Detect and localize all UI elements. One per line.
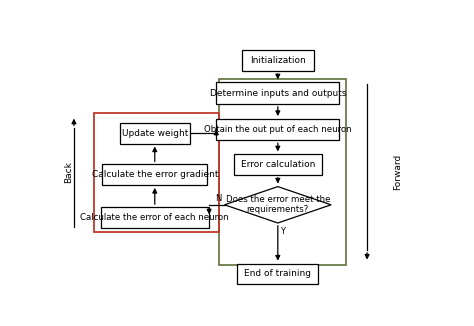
Polygon shape (225, 186, 331, 223)
FancyBboxPatch shape (234, 154, 322, 175)
Text: Obtain the out put of each neuron: Obtain the out put of each neuron (204, 125, 352, 134)
Text: Does the error meet the
requirements?: Does the error meet the requirements? (226, 195, 330, 215)
FancyBboxPatch shape (237, 263, 318, 284)
FancyBboxPatch shape (120, 123, 190, 143)
Text: End of training: End of training (244, 269, 311, 278)
Text: N: N (215, 194, 222, 203)
Text: Determine inputs and outputs: Determine inputs and outputs (210, 89, 346, 97)
Text: Initialization: Initialization (250, 56, 306, 65)
Text: Update weight: Update weight (121, 129, 188, 138)
Text: Forward: Forward (393, 154, 402, 190)
Text: Y: Y (280, 227, 285, 236)
FancyBboxPatch shape (216, 82, 339, 104)
Text: Calculate the error gradient: Calculate the error gradient (91, 170, 218, 179)
Text: Back: Back (64, 161, 73, 183)
FancyBboxPatch shape (100, 207, 209, 228)
Text: Calculate the error of each neuron: Calculate the error of each neuron (81, 213, 229, 222)
FancyBboxPatch shape (102, 164, 207, 185)
Text: Error calculation: Error calculation (241, 160, 315, 169)
FancyBboxPatch shape (216, 119, 339, 140)
FancyBboxPatch shape (242, 50, 314, 71)
